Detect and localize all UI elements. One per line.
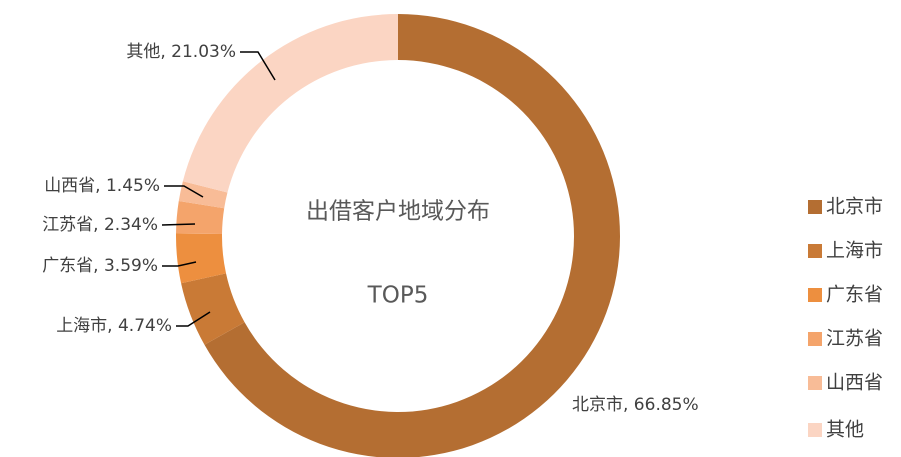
- data-label: 江苏省, 2.34%: [42, 215, 158, 235]
- leader-line: [162, 261, 197, 267]
- donut-slice: [181, 273, 245, 345]
- donut-slice: [176, 200, 225, 235]
- legend-label: 江苏省: [826, 328, 883, 350]
- legend-swatch: [808, 423, 822, 437]
- leader-line: [176, 311, 211, 327]
- donut-slice: [178, 181, 228, 209]
- legend-swatch: [808, 244, 822, 258]
- legend-label: 广东省: [826, 284, 883, 306]
- data-label: 广东省, 3.59%: [42, 256, 158, 276]
- data-label: 山西省, 1.45%: [44, 176, 160, 196]
- legend-swatch: [808, 376, 822, 390]
- legend-label: 其他: [826, 419, 864, 441]
- legend-label: 山西省: [826, 372, 883, 394]
- leader-line: [161, 223, 196, 226]
- leader-line: [164, 185, 204, 198]
- center-title: 出借客户地域分布: [306, 199, 490, 225]
- donut-slice: [176, 233, 227, 284]
- legend-swatch: [808, 288, 822, 302]
- legend-label: 北京市: [826, 196, 883, 218]
- legend-swatch: [808, 332, 822, 346]
- data-label: 其他, 21.03%: [126, 42, 236, 62]
- donut-slice: [182, 14, 398, 193]
- legend-swatch: [808, 200, 822, 214]
- data-label: 北京市, 66.85%: [572, 395, 699, 415]
- legend-label: 上海市: [826, 240, 883, 262]
- leader-line: [240, 51, 276, 81]
- data-label: 上海市, 4.74%: [56, 316, 172, 336]
- center-subtitle: TOP5: [367, 283, 429, 309]
